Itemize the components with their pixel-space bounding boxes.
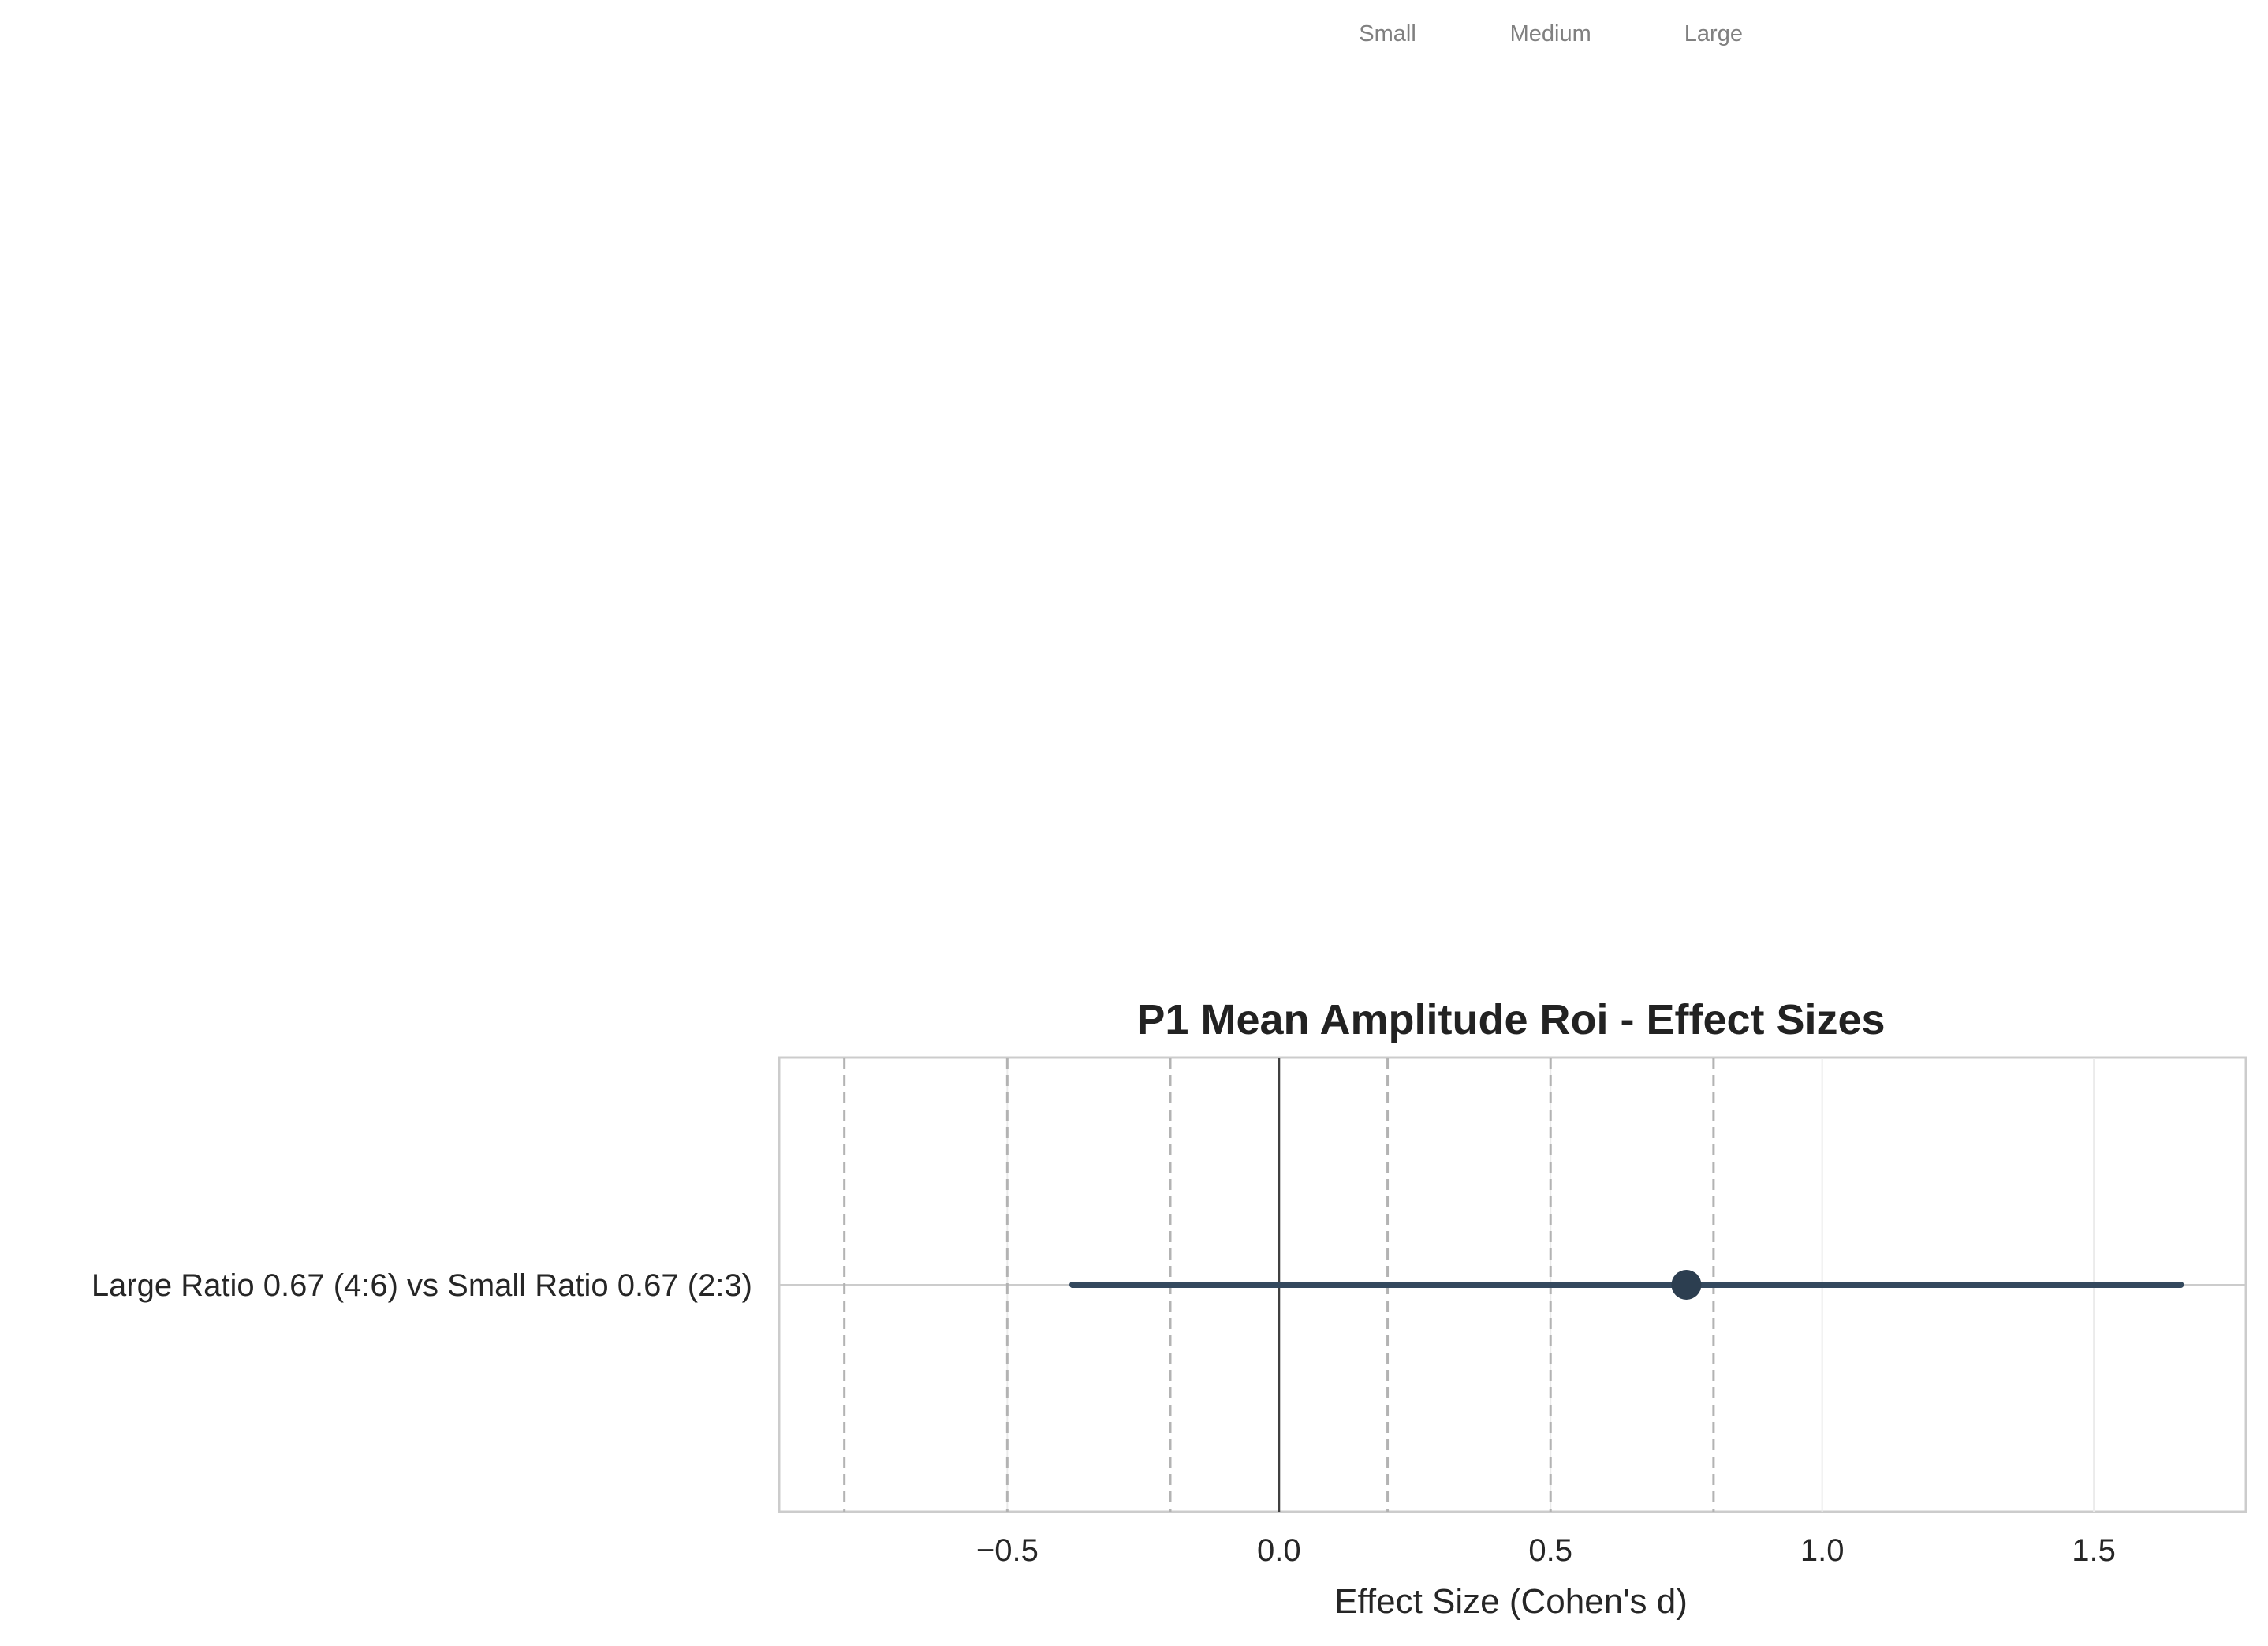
effect-rows: Large Ratio 0.67 (4:6) vs Small Ratio 0.… xyxy=(91,1268,2184,1303)
threshold-label-medium: Medium xyxy=(1510,21,1591,47)
threshold-label-small: Small xyxy=(1359,21,1416,47)
threshold-label-large: Large xyxy=(1684,21,1743,47)
x-tick-label: 1.5 xyxy=(2072,1533,2116,1568)
x-axis-ticks: −0.5 0.0 0.5 1.0 1.5 xyxy=(976,1533,2116,1568)
x-tick-label: 1.0 xyxy=(1800,1533,1845,1568)
x-tick-label: 0.5 xyxy=(1528,1533,1572,1568)
x-tick-label: 0.0 xyxy=(1257,1533,1301,1568)
x-axis-label: Effect Size (Cohen's d) xyxy=(1334,1582,1688,1621)
row-label: Large Ratio 0.67 (4:6) vs Small Ratio 0.… xyxy=(91,1268,752,1303)
x-tick-label: −0.5 xyxy=(976,1533,1039,1568)
threshold-labels: Small Medium Large xyxy=(1359,21,1743,47)
effect-size-point xyxy=(1671,1270,1702,1300)
chart-title: P1 Mean Amplitude Roi - Effect Sizes xyxy=(1136,996,1885,1043)
